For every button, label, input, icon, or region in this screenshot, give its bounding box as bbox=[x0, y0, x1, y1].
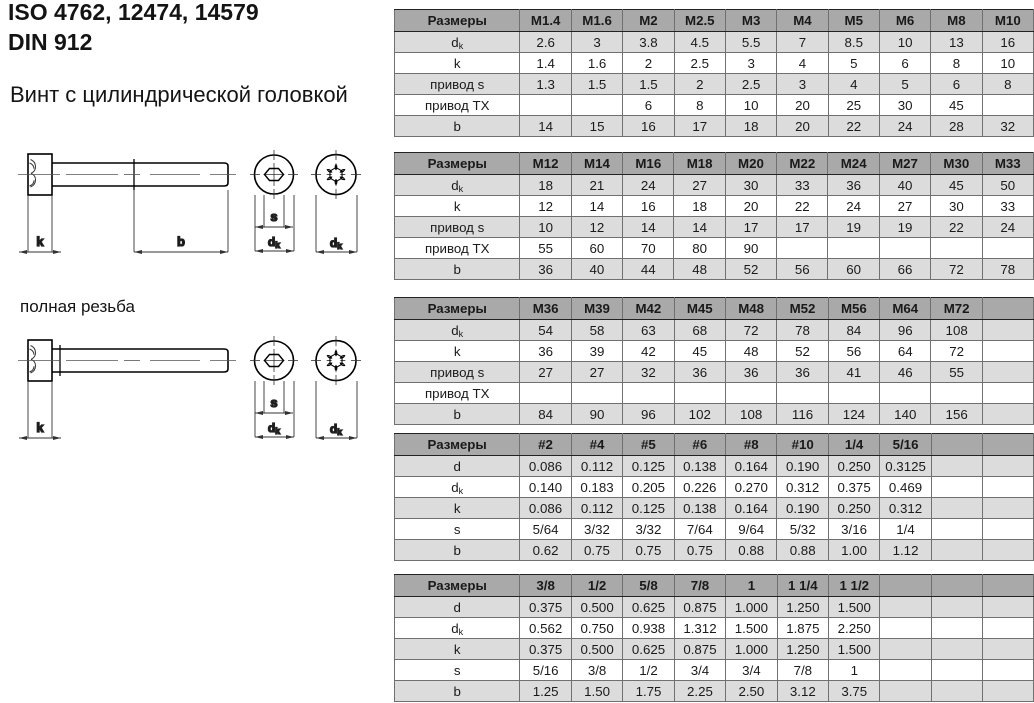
svg-text:dk: dk bbox=[330, 422, 343, 437]
svg-text:s: s bbox=[270, 395, 277, 410]
svg-text:dk: dk bbox=[268, 421, 281, 436]
svg-text:k: k bbox=[36, 420, 44, 435]
